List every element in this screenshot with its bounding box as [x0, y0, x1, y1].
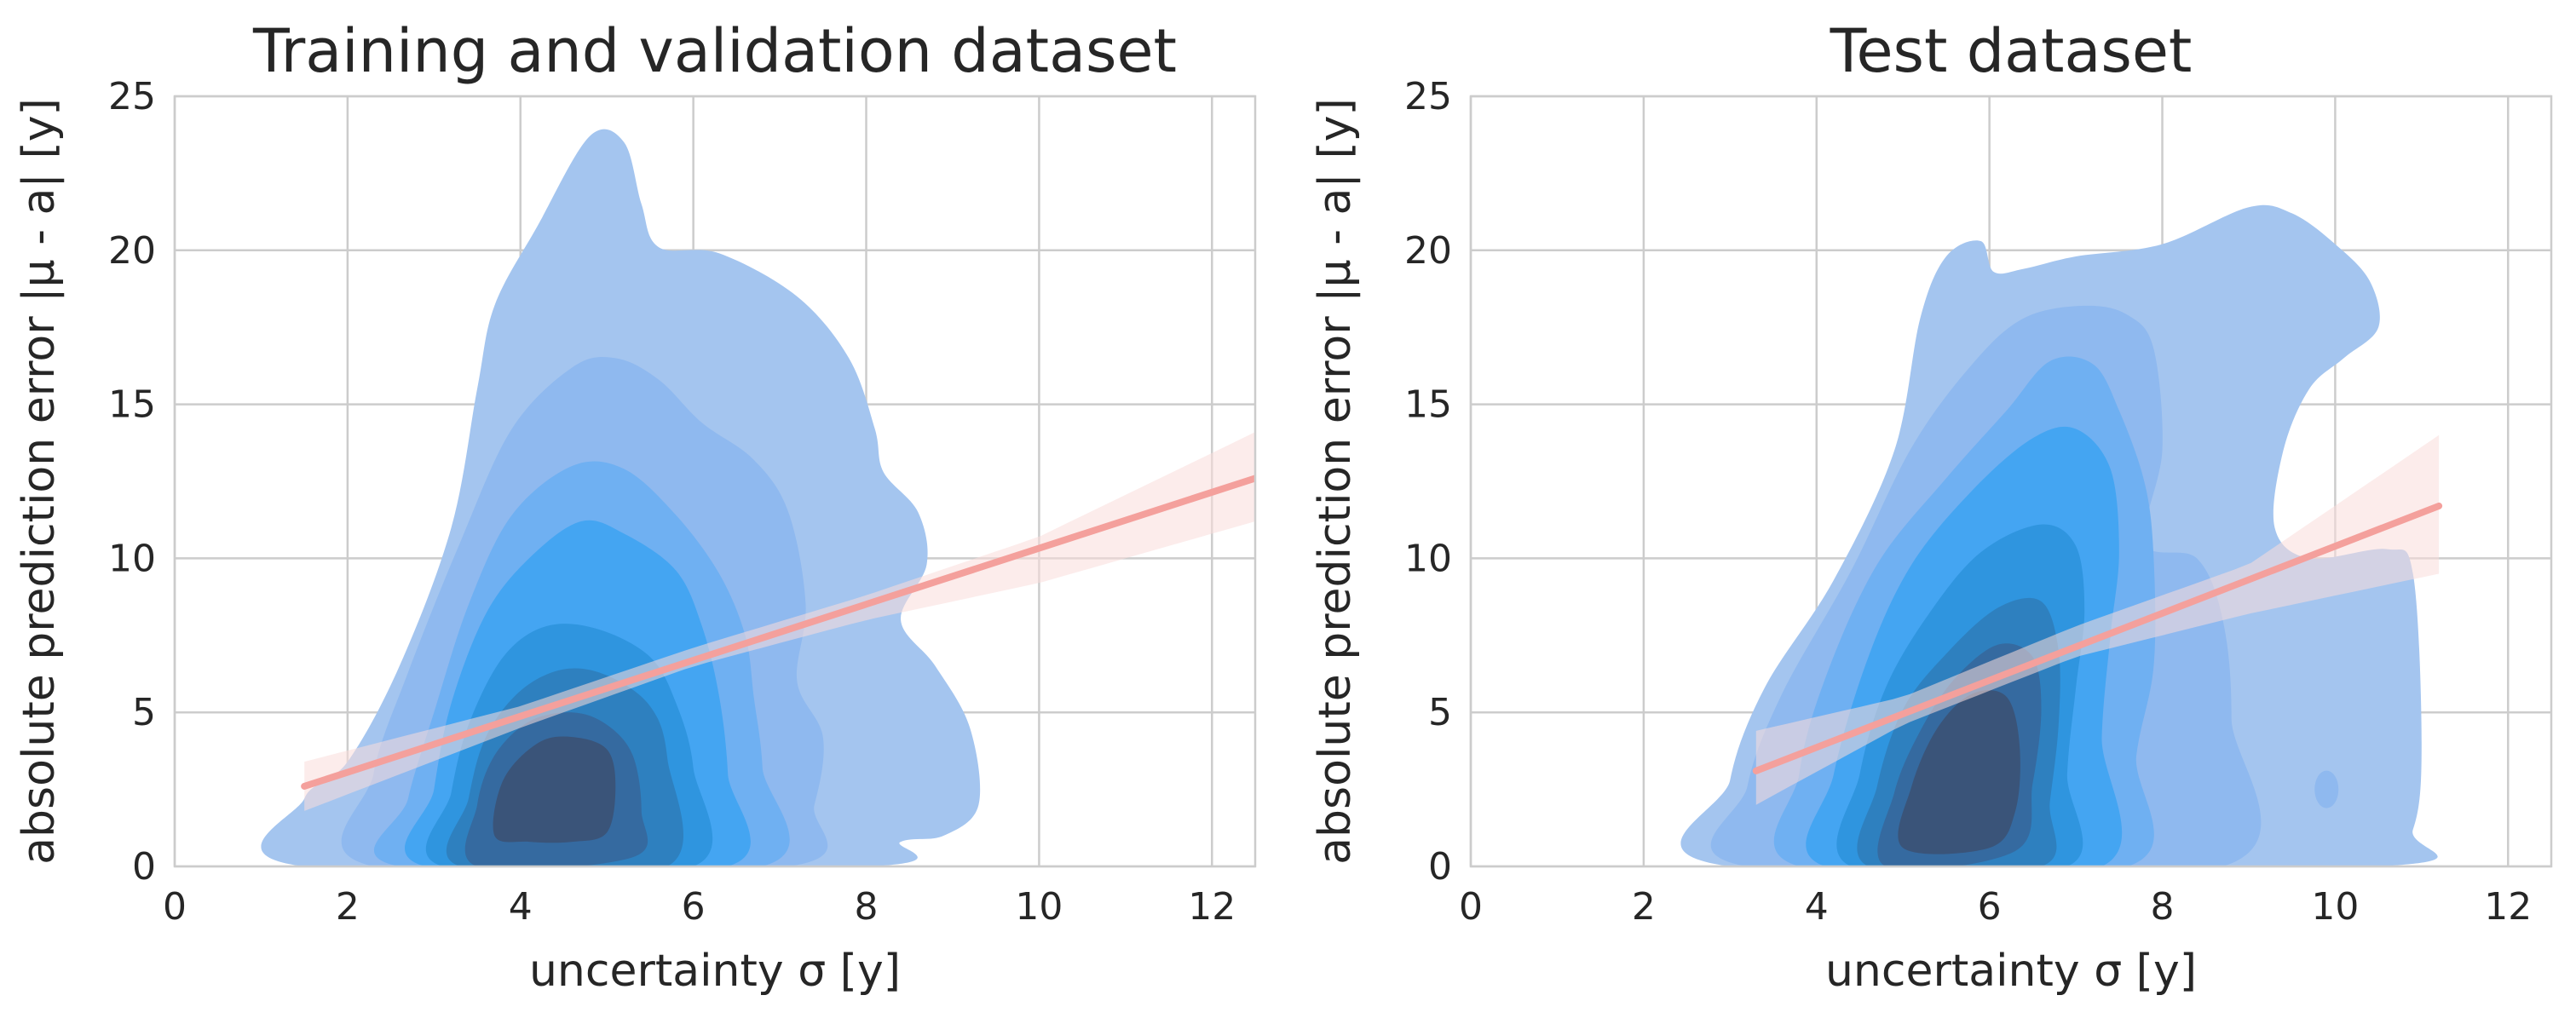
y-tick-label: 25 — [1404, 75, 1452, 118]
x-axis-label: uncertainty σ [y] — [529, 946, 901, 997]
x-axis-label: uncertainty σ [y] — [1825, 946, 2197, 997]
axes-frame — [1469, 95, 2553, 868]
regression — [301, 432, 1255, 811]
x-tick-label: 12 — [1188, 885, 1236, 929]
y-tick-label: 20 — [1404, 229, 1452, 273]
regression-confidence-band — [1755, 434, 2440, 805]
y-tick-label: 15 — [1404, 383, 1452, 427]
regression — [1752, 434, 2443, 805]
regression-line — [1752, 502, 2443, 774]
y-tick-label: 15 — [108, 383, 156, 427]
y-axis-label: absolute prediction error |μ - a| [y] — [14, 98, 65, 865]
x-tick-label: 10 — [2311, 885, 2359, 929]
x-tick-label: 0 — [163, 885, 187, 929]
y-tick-label: 0 — [132, 845, 156, 889]
x-tick-label: 0 — [1459, 885, 1483, 929]
x-tick-label: 6 — [1978, 885, 2002, 929]
chart-title: Training and validation dataset — [252, 16, 1177, 86]
y-tick-label: 0 — [1428, 845, 1452, 889]
y-tick-label: 25 — [108, 75, 156, 118]
y-axis-label: absolute prediction error |μ - a| [y] — [1310, 98, 1361, 865]
density-level-8 — [493, 736, 616, 843]
x-tick-label: 10 — [1015, 885, 1063, 929]
x-tick-label: 2 — [336, 885, 360, 929]
y-tick-label: 5 — [132, 691, 156, 734]
x-tick-label: 4 — [1805, 885, 1829, 929]
y-tick-label: 10 — [108, 537, 156, 580]
y-tick-label: 10 — [1404, 537, 1452, 580]
x-tick-label: 2 — [1632, 885, 1656, 929]
x-tick-label: 8 — [2151, 885, 2175, 929]
density-isolated-blob — [2314, 770, 2339, 808]
x-tick-label: 6 — [682, 885, 706, 929]
y-tick-label: 5 — [1428, 691, 1452, 734]
density-level-8 — [1898, 690, 2020, 854]
x-tick-label: 8 — [855, 885, 879, 929]
regression-confidence-band — [304, 432, 1255, 811]
chart-title: Test dataset — [1830, 16, 2193, 86]
panel-test: 0 2 4 6 8 10 12 0 5 10 15 20 25 uncertainty σ [y] abso… — [1310, 16, 2553, 997]
x-tick-label: 4 — [509, 885, 533, 929]
panel-training-validation: 0 2 4 6 8 10 12 0 5 10 15 20 25 uncertainty σ [y] abso… — [14, 16, 1257, 997]
axes-frame — [173, 95, 1257, 868]
y-tick-label: 20 — [108, 229, 156, 273]
regression-line — [301, 475, 1255, 790]
x-tick-label: 12 — [2484, 885, 2532, 929]
